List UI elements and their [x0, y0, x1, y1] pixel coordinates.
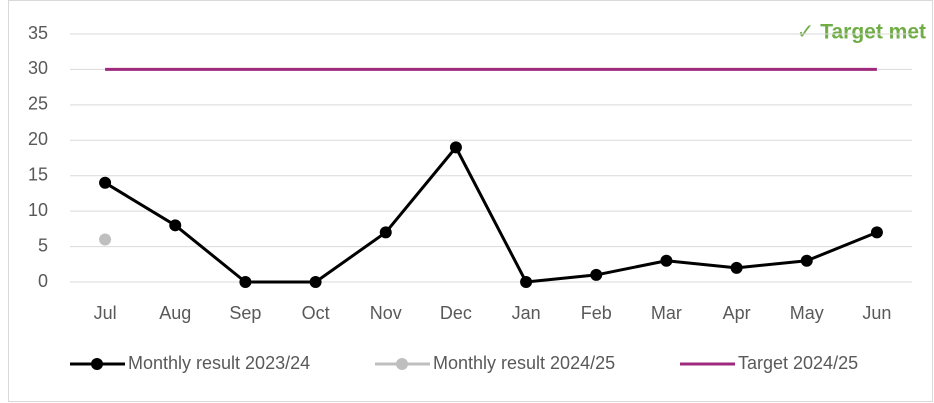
x-tick-label: Jun [862, 303, 891, 323]
legend-label: Target 2024/25 [738, 353, 858, 373]
x-tick-label: May [790, 303, 824, 323]
y-tick-label: 5 [38, 235, 48, 255]
data-point [590, 268, 603, 281]
chart-frame [8, 0, 933, 402]
legend-label: Monthly result 2023/24 [128, 353, 310, 373]
data-point [99, 233, 112, 246]
y-tick-label: 35 [28, 23, 48, 43]
y-tick-label: 20 [28, 129, 48, 149]
data-point [169, 219, 182, 232]
x-tick-label: Aug [159, 303, 191, 323]
data-point [379, 226, 392, 239]
data-point [660, 254, 673, 267]
x-tick-label: Oct [302, 303, 330, 323]
y-tick-label: 0 [38, 271, 48, 291]
series-line [104, 145, 878, 284]
data-point [99, 176, 112, 189]
x-tick-label: Jan [512, 303, 541, 323]
data-point [730, 261, 743, 274]
y-tick-label: 15 [28, 164, 48, 184]
y-tick-label: 25 [28, 94, 48, 114]
legend-marker [91, 358, 103, 370]
legend-marker [396, 358, 408, 370]
data-point [309, 276, 322, 288]
x-tick-label: Jul [94, 303, 117, 323]
data-point [870, 226, 883, 239]
data-point [449, 141, 462, 154]
legend-label: Monthly result 2024/25 [433, 353, 615, 373]
data-point [239, 276, 252, 288]
x-tick-label: Sep [229, 303, 261, 323]
data-point [520, 276, 533, 288]
x-tick-label: Nov [370, 303, 402, 323]
annotation: ✓ Target met [797, 21, 926, 44]
y-tick-label: 30 [28, 58, 48, 78]
x-tick-label: Apr [723, 303, 751, 323]
data-point [800, 254, 813, 267]
y-tick-label: 10 [28, 200, 48, 220]
x-tick-label: Feb [581, 303, 612, 323]
x-tick-label: Dec [440, 303, 472, 323]
x-tick-label: Mar [651, 303, 682, 323]
